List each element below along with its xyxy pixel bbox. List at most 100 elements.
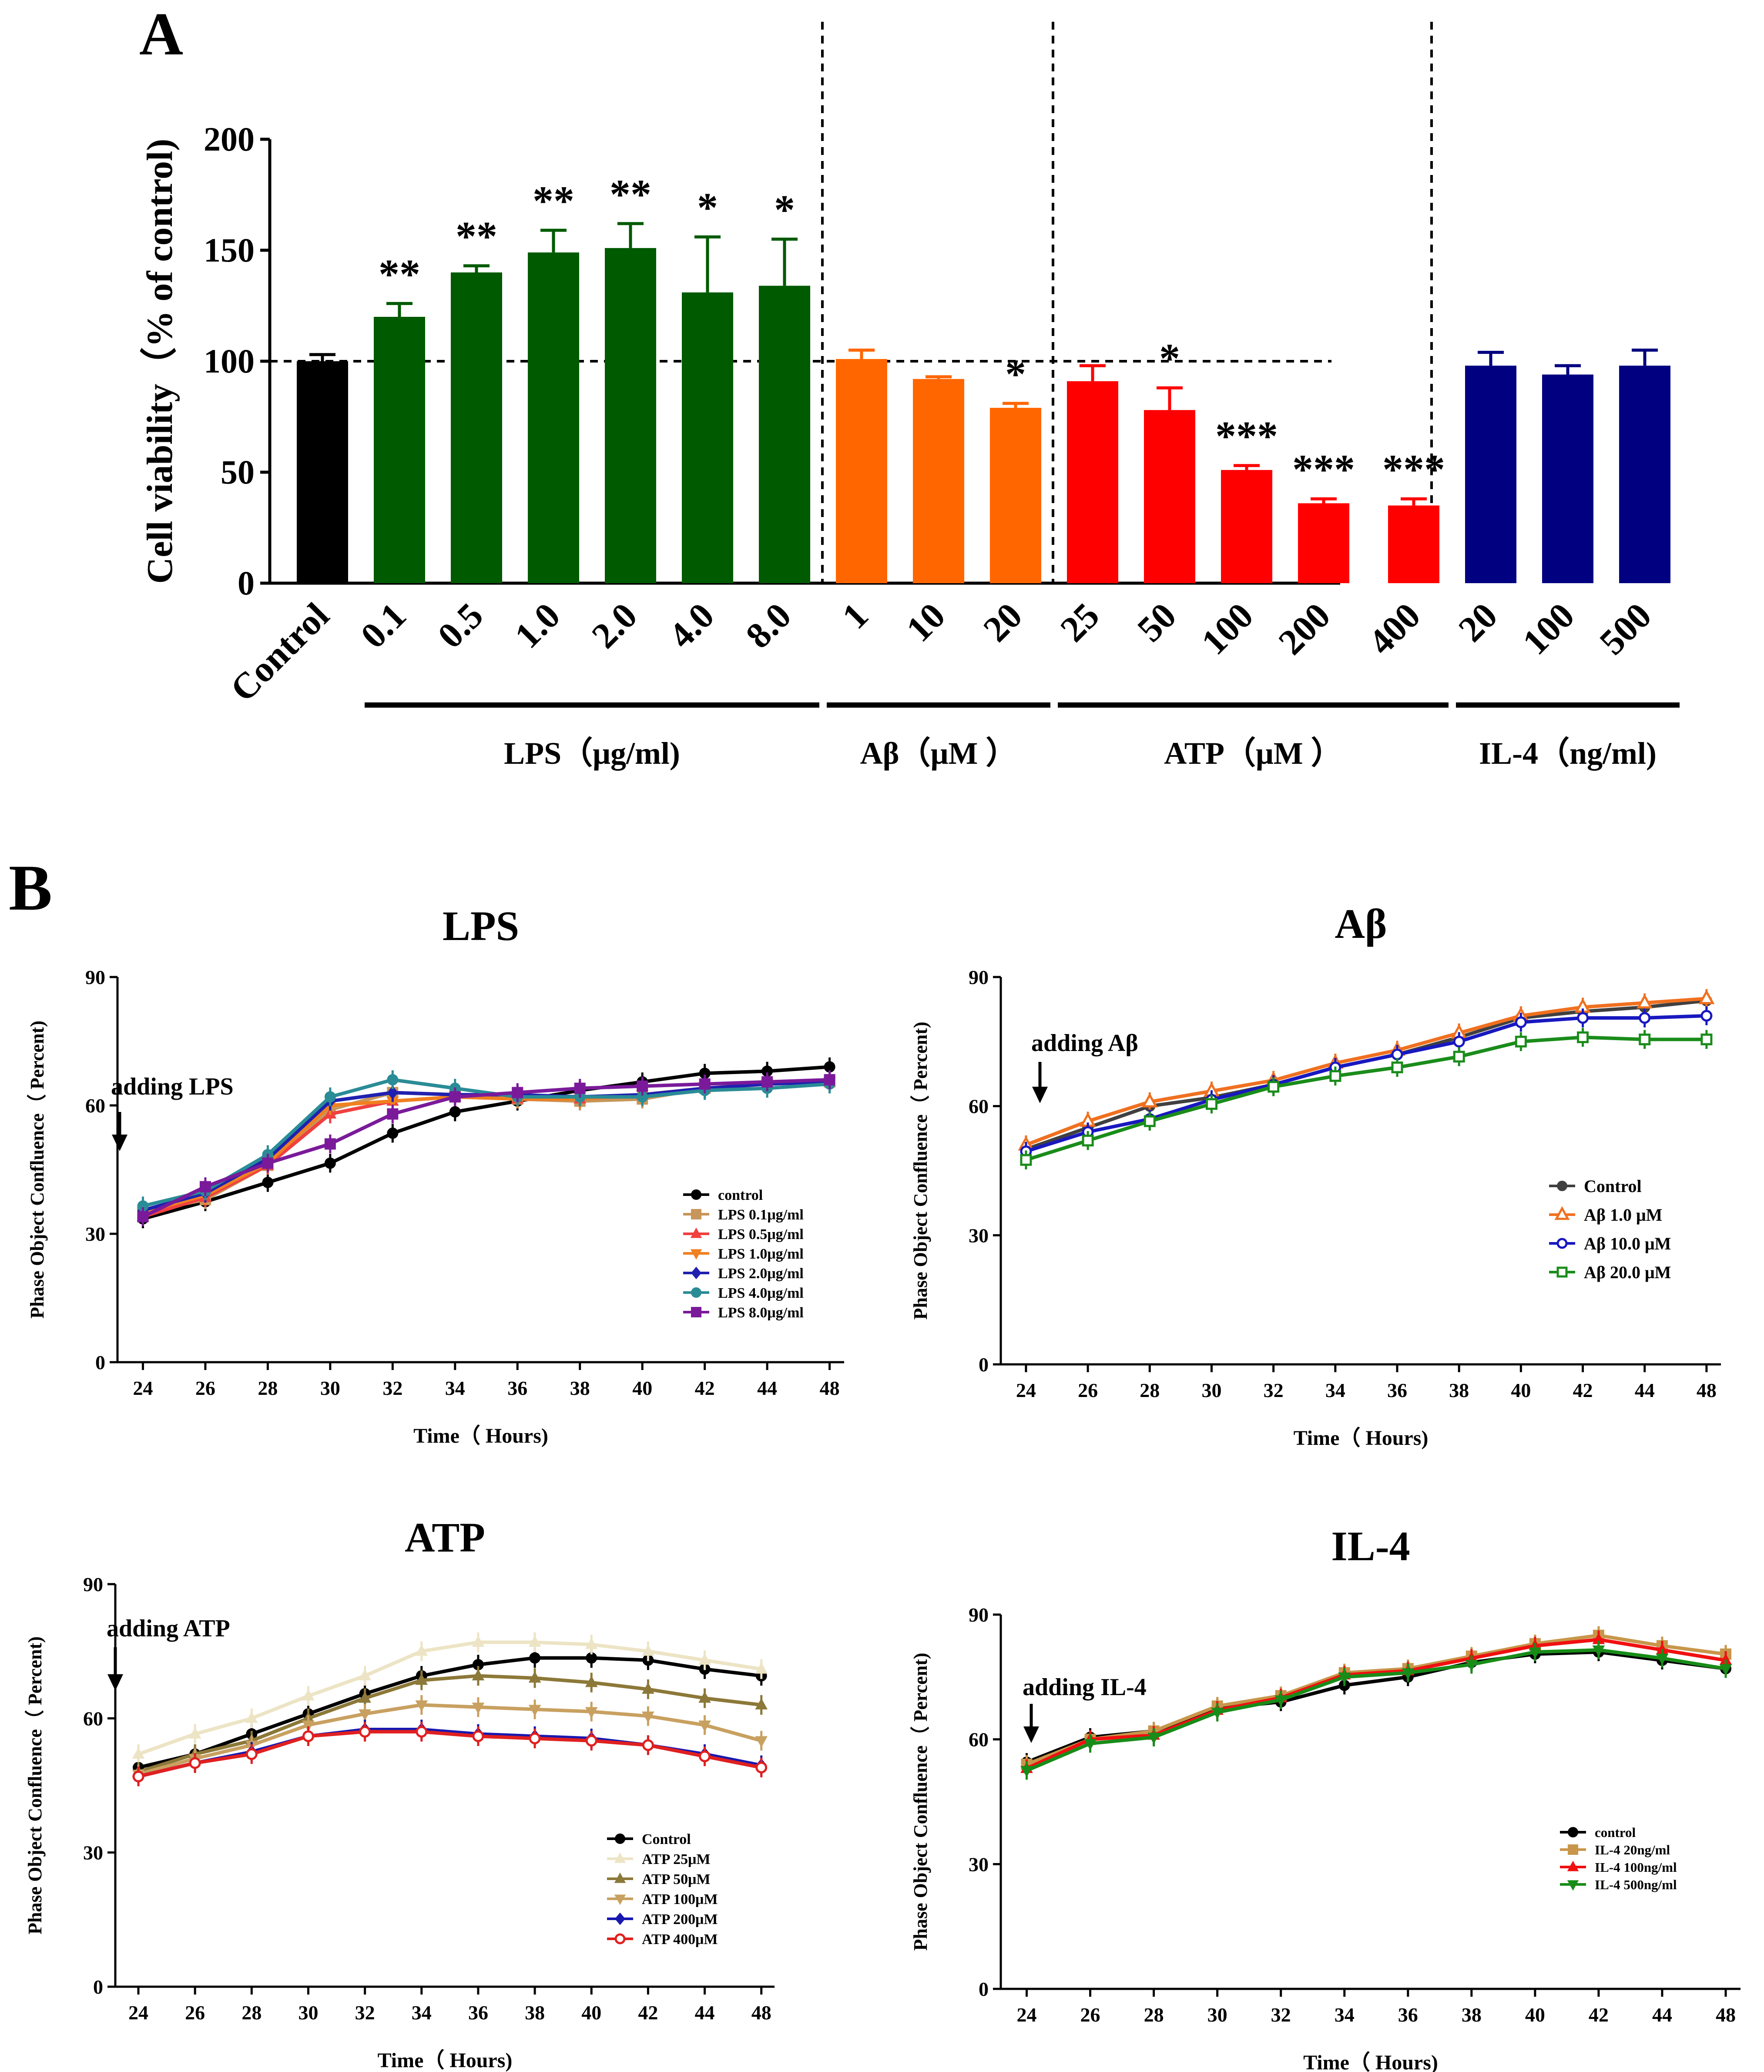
x-tick-label: 28 [1140, 1379, 1160, 1401]
data-point [1577, 1031, 1589, 1043]
x-tick-label: 42 [695, 1377, 715, 1399]
data-point [1568, 1844, 1578, 1855]
bar-y-tick-label: 100 [204, 342, 255, 380]
significance-mark: * [774, 187, 795, 233]
bar-x-tick-label: 100 [1515, 595, 1583, 663]
x-axis-label: Time（ Hours) [1303, 2051, 1438, 2072]
data-point [245, 1748, 258, 1760]
data-point [1329, 1070, 1341, 1082]
data-point [245, 1711, 258, 1723]
data-point [324, 1157, 336, 1169]
y-tick-label: 30 [969, 1224, 989, 1246]
bar-y-tick-label: 50 [221, 453, 255, 491]
x-axis-label: Time（ Hours) [378, 2049, 513, 2072]
bar [990, 408, 1041, 583]
significance-mark: *** [1215, 413, 1278, 460]
data-point [1700, 1010, 1713, 1022]
x-tick-label: 32 [355, 2001, 375, 2024]
data-point [824, 1061, 835, 1073]
data-point [472, 1703, 485, 1714]
data-point [755, 1662, 768, 1674]
legend-label: control [718, 1187, 763, 1203]
data-point [1144, 1115, 1156, 1127]
y-axis-label: Phase Object Confluence（ Percent) [24, 1636, 46, 1934]
event-annotation: adding LPS [111, 1073, 234, 1100]
x-tick-label: 30 [1201, 1379, 1221, 1401]
data-point [691, 1266, 701, 1279]
x-tick-label: 42 [1573, 1379, 1593, 1401]
x-tick-label: 40 [581, 2001, 601, 2024]
data-point [690, 1227, 702, 1238]
x-axis-label: Time（ Hours) [1294, 1427, 1429, 1450]
x-tick-label: 26 [1080, 2004, 1100, 2026]
series-line [1025, 1014, 1707, 1153]
significance-mark: *** [1382, 446, 1445, 493]
data-point [755, 1736, 768, 1748]
x-tick-label: 48 [751, 2001, 771, 2024]
x-tick-label: 36 [1387, 1379, 1407, 1401]
data-point [1391, 1048, 1403, 1061]
bar [1144, 410, 1195, 583]
series-line [137, 1640, 762, 1756]
bar-x-tick-label: 8.0 [738, 595, 799, 656]
bar-x-tick-label: 0.1 [353, 595, 414, 656]
x-tick-label: 38 [1462, 2004, 1482, 2026]
data-point [137, 1200, 149, 1212]
data-point [1577, 1012, 1589, 1024]
y-tick-label: 0 [93, 1976, 103, 1998]
series-line [142, 1078, 830, 1208]
data-point [1515, 1016, 1527, 1028]
x-tick-label: 34 [412, 2001, 432, 2024]
data-point [1020, 1766, 1033, 1777]
data-point [132, 1770, 144, 1783]
data-point [1637, 994, 1653, 1009]
data-point [699, 1068, 711, 1079]
panel-label-a: A [139, 0, 183, 68]
y-tick-label: 60 [83, 1707, 103, 1729]
data-point [614, 1894, 626, 1905]
data-point [1515, 1035, 1527, 1048]
bar [1067, 381, 1118, 583]
bar [528, 252, 579, 583]
y-tick-label: 0 [95, 1351, 105, 1373]
x-tick-label: 26 [195, 1377, 215, 1399]
legend-label: ATP 200μM [642, 1911, 718, 1928]
data-point [189, 1757, 201, 1769]
y-tick-label: 60 [85, 1095, 105, 1117]
bar-y-tick-label: 200 [204, 120, 255, 158]
bar [1388, 505, 1439, 583]
y-tick-label: 60 [969, 1095, 989, 1118]
bar-y-axis-label: Cell viability（% of control) [140, 139, 180, 584]
legend-label: Control [642, 1831, 691, 1847]
data-point [1084, 1739, 1097, 1750]
significance-mark: ** [456, 213, 497, 260]
event-annotation: adding IL-4 [1023, 1674, 1147, 1701]
data-point [302, 1720, 315, 1732]
significance-mark: * [1005, 351, 1026, 397]
legend-label: Aβ 10.0 μM [1584, 1234, 1671, 1253]
data-point [528, 1635, 541, 1647]
y-axis-label: Phase Object Confluence（ Percent) [910, 1653, 931, 1951]
data-point [1556, 1238, 1568, 1249]
group-label: Aβ（μM ） [860, 736, 1017, 771]
x-tick-label: 42 [1589, 2004, 1609, 2026]
data-point [472, 1730, 484, 1742]
bar [836, 359, 887, 583]
legend-label: Aβ 20.0 μM [1584, 1263, 1671, 1282]
data-point [415, 1644, 428, 1656]
data-point [1568, 1827, 1578, 1837]
data-point [1453, 1035, 1465, 1048]
data-point [691, 1287, 701, 1298]
series-line [1025, 1035, 1707, 1162]
legend-label: IL-4 20ng/ml [1595, 1842, 1670, 1857]
data-point [585, 1638, 598, 1649]
x-tick-label: 30 [320, 1377, 340, 1399]
chart-title: IL-4 [1331, 1523, 1410, 1569]
data-point [529, 1733, 541, 1745]
x-tick-label: 36 [507, 1377, 527, 1399]
data-point [614, 1872, 626, 1883]
chart-title: Aβ [1335, 900, 1387, 947]
data-point [642, 1739, 654, 1751]
bar-x-tick-label: 10 [899, 595, 953, 650]
line-charts: LPS 0 30 60 90 24 26 28 30 32 34 36 38 40 42 44 48 Time（ … [24, 900, 1741, 2072]
